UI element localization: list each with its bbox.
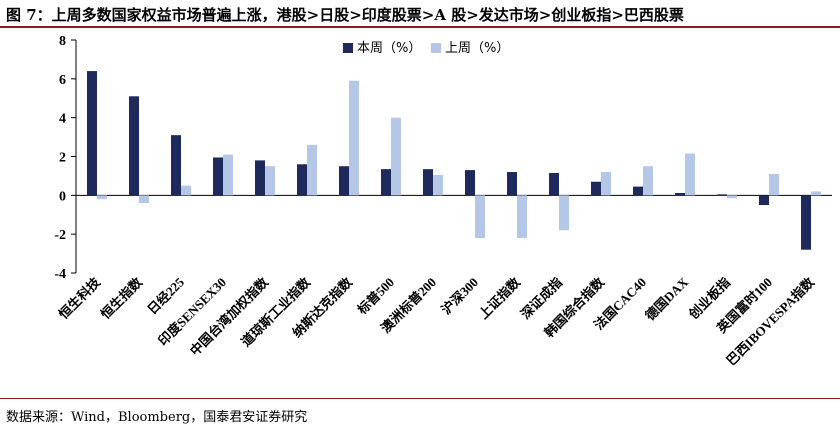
bar-this-week (171, 135, 181, 196)
bar-last-week (223, 154, 233, 196)
bar-last-week (769, 173, 779, 196)
bar-last-week (517, 195, 527, 239)
category-label: 上证指数 (476, 274, 524, 322)
bar-this-week (339, 166, 349, 196)
y-tick-label: 4 (59, 112, 66, 127)
bar-this-week (423, 169, 433, 196)
bar-last-week (181, 185, 191, 196)
bar-this-week (633, 186, 643, 196)
category-label: 沪深300 (438, 275, 481, 318)
title-divider (0, 26, 840, 28)
bar-this-week (255, 160, 265, 196)
legend-swatch (431, 43, 441, 53)
bar-last-week (349, 80, 359, 196)
bar-last-week (643, 166, 653, 196)
bar-last-week (97, 195, 107, 200)
bar-last-week (139, 195, 149, 204)
bar-last-week (727, 195, 737, 199)
y-tick-label: -2 (54, 228, 66, 243)
legend-label: 上周（%） (445, 41, 509, 56)
bar-last-week (811, 191, 821, 196)
category-label: 德国DAX (642, 274, 691, 323)
bar-this-week (507, 172, 517, 196)
bar-this-week (675, 193, 685, 196)
legend-label: 本周（%） (357, 41, 421, 56)
bar-this-week (591, 181, 601, 196)
legend-swatch (343, 43, 353, 53)
bar-last-week (307, 144, 317, 196)
bar-last-week (265, 166, 275, 196)
y-tick-label: 8 (59, 34, 66, 49)
bar-this-week (717, 194, 727, 196)
bar-this-week (759, 195, 769, 206)
y-tick-label: 0 (59, 189, 66, 204)
bar-last-week (475, 195, 485, 239)
figure-title: 图 7：上周多数国家权益市场普遍上涨，港股>日股>印度股票>A 股>发达市场>创… (6, 6, 684, 24)
bar-this-week (381, 169, 391, 196)
bar-this-week (465, 170, 475, 196)
bar-last-week (391, 117, 401, 196)
category-label: 恒生指数 (98, 274, 146, 322)
bar-last-week (559, 195, 569, 231)
bar-this-week (801, 195, 811, 250)
bar-this-week (129, 96, 139, 196)
source-note: 数据来源：Wind，Bloomberg，国泰君安证券研究 (6, 410, 308, 425)
bar-last-week (601, 172, 611, 196)
bar-last-week (433, 174, 443, 196)
bar-this-week (549, 173, 559, 196)
bar-this-week (87, 71, 97, 196)
category-label: 中国台湾加权指数 (187, 274, 272, 359)
bar-this-week (297, 164, 307, 196)
bar-this-week (213, 157, 223, 196)
y-tick-label: 6 (59, 73, 66, 88)
bar-last-week (685, 153, 695, 196)
y-tick-label: -4 (54, 267, 66, 282)
y-tick-label: 2 (59, 151, 66, 166)
source-divider (0, 398, 840, 399)
